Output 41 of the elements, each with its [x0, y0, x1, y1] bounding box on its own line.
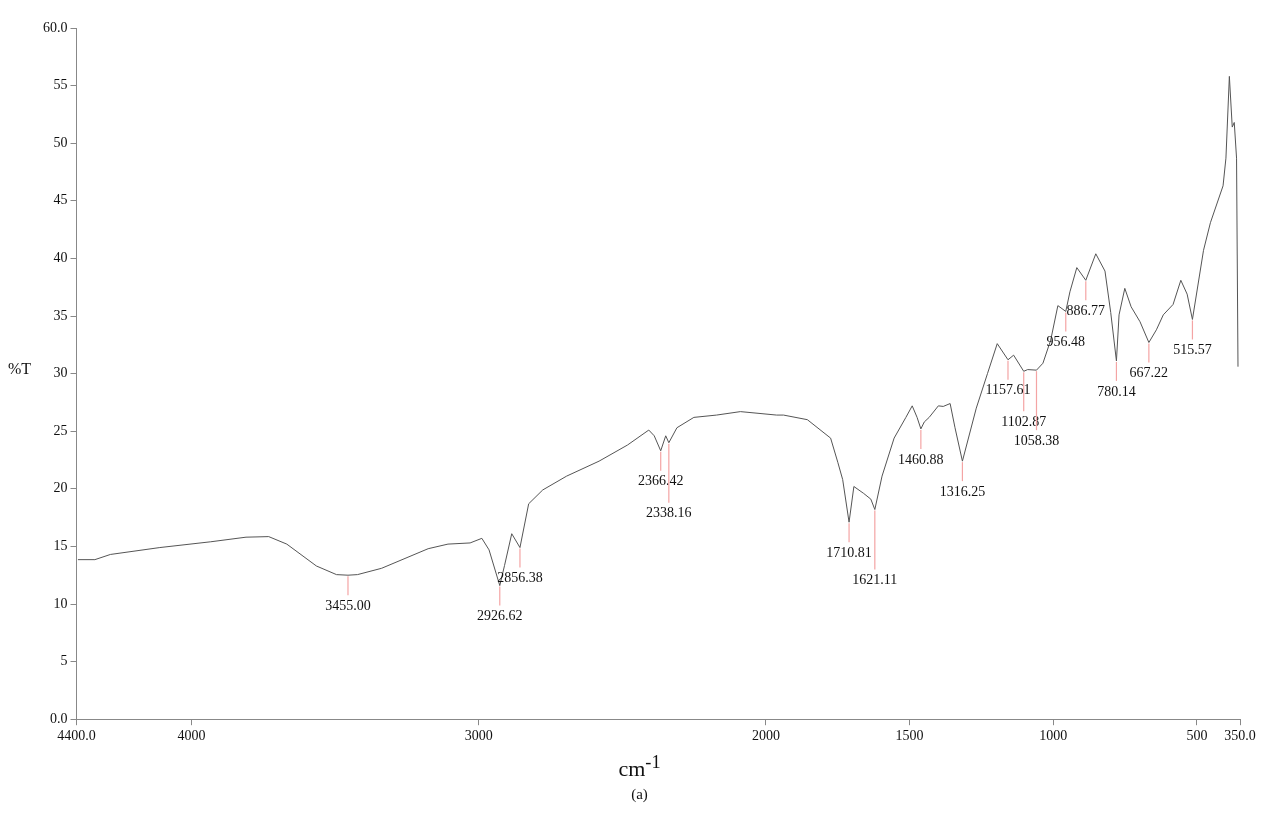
y-tick-label: 15: [53, 538, 68, 554]
x-tick-label: 1500: [895, 728, 924, 744]
x-axis-title: cm$^{-1}$: [617, 752, 662, 783]
y-tick-label: 10: [53, 595, 68, 611]
annotation: 1621.11: [852, 572, 898, 588]
annotation: 2366.42: [637, 473, 684, 489]
annotation: 780.14: [1097, 383, 1136, 399]
annotation: 1710.81: [826, 544, 872, 560]
y-tick-label: 25: [53, 422, 68, 438]
y-tick-label: 0.0: [50, 710, 68, 726]
y-tick-label: 40: [53, 250, 68, 266]
annotation: 2926.62: [477, 608, 523, 624]
x-tick-label: 500: [1186, 728, 1208, 744]
y-tick-label: 35: [53, 307, 68, 323]
x-tick-label: 350.0: [1224, 728, 1256, 744]
x-tick-label: 4400.0: [57, 728, 96, 744]
annotation: 1102.87: [1001, 413, 1047, 429]
y-tick-label: 45: [53, 192, 68, 208]
annotation: 2856.38: [497, 570, 543, 586]
annotation: 956.48: [1046, 334, 1086, 350]
y-tick-label: 50: [53, 134, 68, 150]
y-axis-title: %T: [8, 360, 32, 378]
annotation: 1157.61: [985, 382, 1031, 398]
annotation: 515.57: [1173, 342, 1212, 358]
y-tick-label: 30: [53, 365, 68, 381]
annotation: 3455.00: [325, 597, 371, 613]
y-tick-label: 20: [53, 480, 68, 496]
annotation: 1460.88: [898, 451, 944, 467]
y-tick-label: 55: [53, 77, 68, 93]
annotation: 2338.16: [646, 505, 692, 521]
annotation: 1058.38: [1013, 432, 1060, 448]
y-tick-label: 5: [60, 653, 68, 669]
text: (a): [630, 786, 649, 803]
annotation: 667.22: [1129, 365, 1169, 381]
y-tick-label: 60.0: [43, 19, 68, 35]
x-tick-label: 2000: [751, 728, 780, 744]
x-tick-label: 4000: [177, 728, 206, 744]
x-tick-label: 1000: [1039, 728, 1068, 744]
x-tick-label: 3000: [464, 728, 493, 744]
annotation: 886.77: [1066, 302, 1106, 318]
annotation: 1316.25: [939, 483, 986, 499]
